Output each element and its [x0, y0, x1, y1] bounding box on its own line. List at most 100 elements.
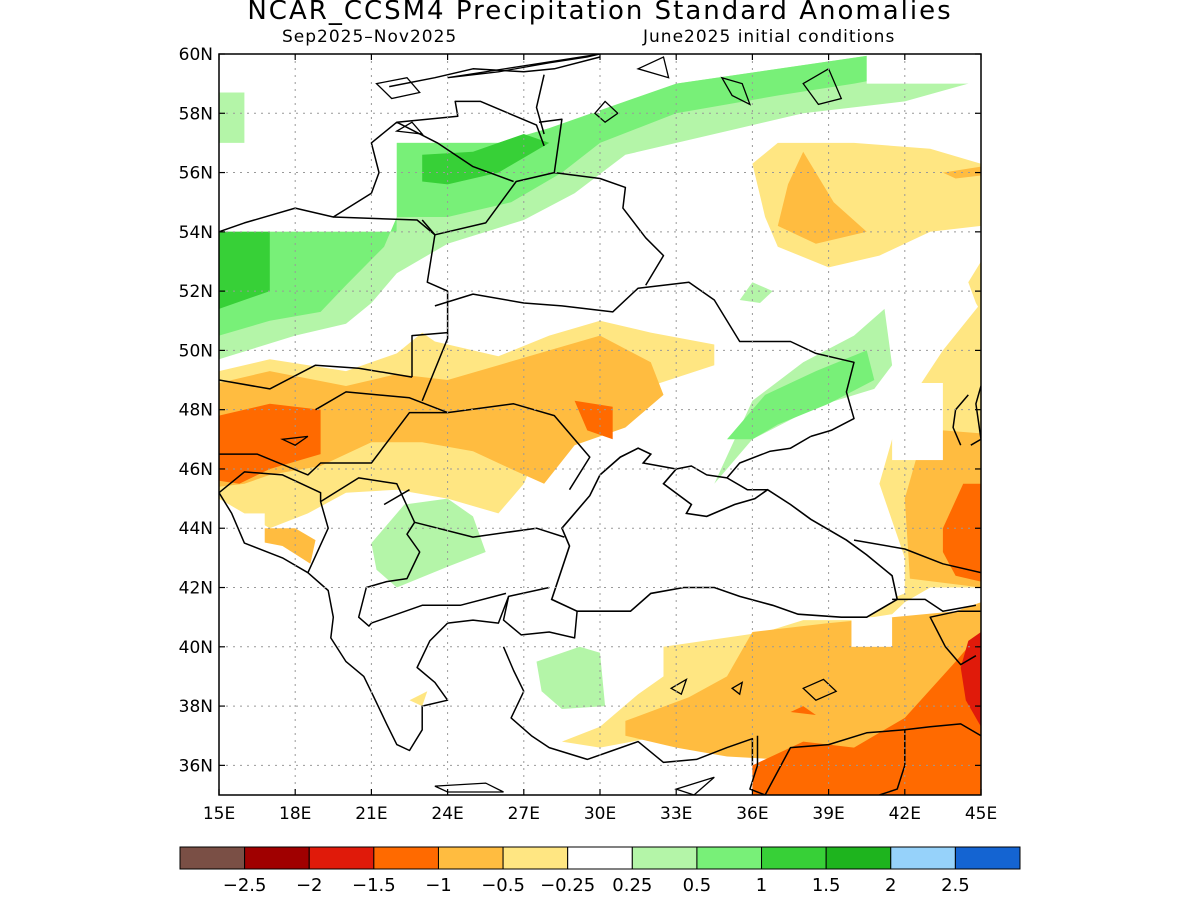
border-line-23: [929, 610, 981, 666]
lat-tick-label-2: 56N: [179, 164, 213, 184]
lon-tick-label-5: 30E: [584, 804, 616, 824]
lake-or-island-9: [636, 56, 670, 79]
lat-tick-label-5: 50N: [179, 341, 213, 361]
colorbar-label-4: −0.5: [481, 875, 525, 896]
border-line-13: [219, 192, 372, 233]
lat-tick-label-8: 44N: [179, 519, 213, 539]
masked-cell-5: [663, 439, 715, 469]
colorbar-label-10: 2: [885, 875, 896, 896]
border-line-4: [411, 331, 448, 378]
masked-cell-4: [892, 383, 943, 461]
masked-cell-3: [851, 617, 893, 647]
colorbar-swatch-8: [696, 846, 763, 870]
lat-tick-label-1: 58N: [179, 104, 213, 124]
anomaly-region-25: [790, 706, 816, 715]
colorbar-label-11: 2.5: [941, 875, 970, 896]
lake-or-island-7: [375, 76, 421, 100]
colorbar-swatch-3: [373, 846, 439, 870]
anomaly-region-16: [777, 151, 867, 244]
lake-or-island-8: [394, 121, 424, 135]
border-line-17: [414, 521, 565, 538]
lon-tick-label-6: 33E: [660, 804, 692, 824]
lon-tick-label-4: 27E: [508, 804, 540, 824]
anomaly-region-24: [960, 632, 981, 727]
lat-tick-label-9: 42N: [179, 579, 213, 599]
lon-tick-label-0: 15E: [203, 804, 235, 824]
anomaly-region-23: [752, 632, 981, 795]
lat-tick-label-4: 52N: [179, 282, 213, 302]
anomaly-region-11: [219, 335, 664, 487]
lat-tick-label-3: 54N: [179, 223, 213, 243]
black-sea-coastline: [550, 447, 899, 618]
lat-tick-label-7: 46N: [179, 460, 213, 480]
border-line-12: [333, 216, 436, 236]
anomaly-region-26: [409, 691, 428, 707]
colorbar-label-8: 1: [756, 875, 767, 896]
lon-tick-label-1: 18E: [279, 804, 311, 824]
anomaly-region-4: [219, 92, 245, 143]
colorbar-swatch-2: [308, 846, 375, 870]
anomaly-region-21: [968, 261, 981, 312]
anomaly-region-8: [536, 646, 606, 709]
axis-ticks: 60N 58N 56N 54N 52N 50N 48N 46N 44N 42N 40N 38N 36N 1…: [179, 45, 998, 824]
initial-conditions: June2025 initial conditions: [643, 27, 896, 47]
anomaly-region-12: [219, 403, 321, 484]
lat-tick-label-11: 38N: [179, 697, 213, 717]
colorbar-label-5: −0.25: [540, 875, 595, 896]
colorbar: −2.5 −2 −1.5 −1 −0.5 −0.25 0.25 0.5 1 1.5 2 2.5: [179, 846, 1021, 896]
lake-or-island-0: [802, 678, 838, 701]
border-line-29: [970, 385, 981, 446]
anomaly-region-22: [942, 483, 981, 582]
lon-tick-label-2: 21E: [355, 804, 387, 824]
masked-cell-0: [574, 54, 600, 114]
lon-tick-label-3: 24E: [431, 804, 463, 824]
forecast-period: Sep2025–Nov2025: [282, 27, 458, 47]
lake-or-island-2: [730, 681, 744, 696]
lon-tick-label-8: 39E: [812, 804, 844, 824]
anomaly-region-2: [219, 231, 270, 309]
colorbar-label-1: −2: [296, 875, 323, 896]
anomaly-region-13: [574, 400, 613, 440]
border-line-26: [726, 435, 812, 491]
border-line-14: [219, 471, 329, 574]
border-line-19: [502, 596, 578, 639]
border-line-18: [383, 489, 410, 506]
border-line-15: [219, 492, 550, 752]
lon-tick-label-7: 36E: [736, 804, 768, 824]
colorbar-label-7: 0.5: [683, 875, 712, 896]
colorbar-label-9: 1.5: [812, 875, 841, 896]
colorbar-label-0: −2.5: [223, 875, 267, 896]
lake-or-island-12: [593, 100, 619, 124]
black-sea-fill: [551, 448, 898, 618]
colorbar-swatch-7: [631, 846, 698, 870]
masked-cell-1: [866, 54, 981, 84]
lake-or-island-11: [802, 67, 843, 106]
border-line-27: [676, 465, 728, 479]
colorbar-label-6: 0.25: [612, 875, 652, 896]
colorbar-swatch-9: [761, 846, 827, 870]
anomaly-region-9: [739, 282, 773, 303]
border-line-0: [219, 403, 591, 491]
lake-or-island-10: [720, 76, 752, 106]
border-line-1: [315, 391, 448, 414]
lat-tick-label-0: 60N: [179, 45, 213, 65]
colorbar-label-2: −1.5: [352, 875, 396, 896]
border-line-25: [853, 539, 981, 574]
colorbar-swatch-10: [825, 846, 892, 870]
lake-or-island-4: [674, 776, 715, 795]
border-line-28: [952, 394, 969, 446]
border-line-24: [892, 598, 977, 612]
lake-or-island-6: [447, 54, 601, 79]
border-line-5: [434, 281, 855, 438]
masked-cell-2: [968, 83, 981, 114]
anomaly-region-1: [219, 54, 956, 336]
lat-tick-label-6: 48N: [179, 401, 213, 421]
border-line-11: [538, 118, 563, 173]
colorbar-swatch-4: [437, 846, 504, 870]
lake-or-island-5: [280, 435, 309, 446]
coastlines-and-borders: [219, 54, 981, 795]
anomaly-region-7: [371, 498, 486, 588]
anomaly-fills: [219, 54, 981, 795]
colorbar-swatch-6: [567, 846, 633, 870]
